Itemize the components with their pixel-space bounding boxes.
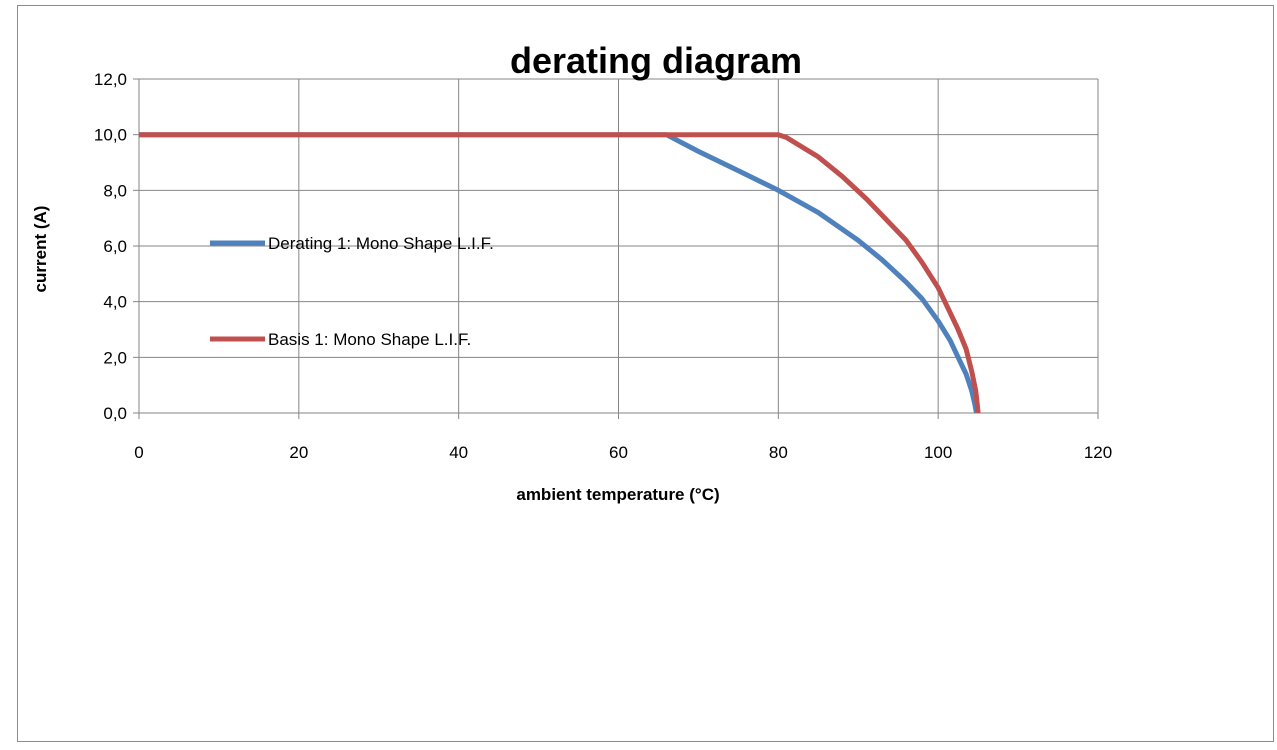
- x-tick-label: 80: [769, 443, 788, 462]
- series-lines: [139, 132, 981, 414]
- y-tick-label: 10,0: [94, 126, 127, 145]
- x-tick-label: 60: [609, 443, 628, 462]
- x-tick-label: 20: [289, 443, 308, 462]
- chart-frame: [17, 5, 1274, 742]
- x-tick-label: 40: [449, 443, 468, 462]
- legend-label-2: Basis 1: Mono Shape L.I.F.: [268, 330, 471, 349]
- x-tick-label: 120: [1084, 443, 1112, 462]
- legend-label-1: Derating 1: Mono Shape L.I.F.: [268, 234, 494, 253]
- x-tick-label: 0: [134, 443, 143, 462]
- y-tick-label: 12,0: [94, 70, 127, 89]
- x-axis-title: ambient temperature (°C): [516, 485, 719, 504]
- y-tick-label: 6,0: [103, 237, 127, 256]
- y-axis-title: current (A): [31, 206, 50, 293]
- legend: Derating 1: Mono Shape L.I.F. Basis 1: Mo…: [210, 234, 494, 349]
- axes: 0,0 2,0 4,0 6,0 8,0 10,0 12,0 0 20 40 60 80 100 120: [94, 70, 1112, 462]
- series-line-1: [139, 132, 979, 414]
- y-tick-label: 4,0: [103, 293, 127, 312]
- chart-title: derating diagram: [510, 40, 802, 81]
- series-line-2: [139, 132, 981, 414]
- x-tick-label: 100: [924, 443, 952, 462]
- y-tick-label: 2,0: [103, 348, 127, 367]
- y-tick-label: 0,0: [103, 404, 127, 423]
- y-tick-label: 8,0: [103, 181, 127, 200]
